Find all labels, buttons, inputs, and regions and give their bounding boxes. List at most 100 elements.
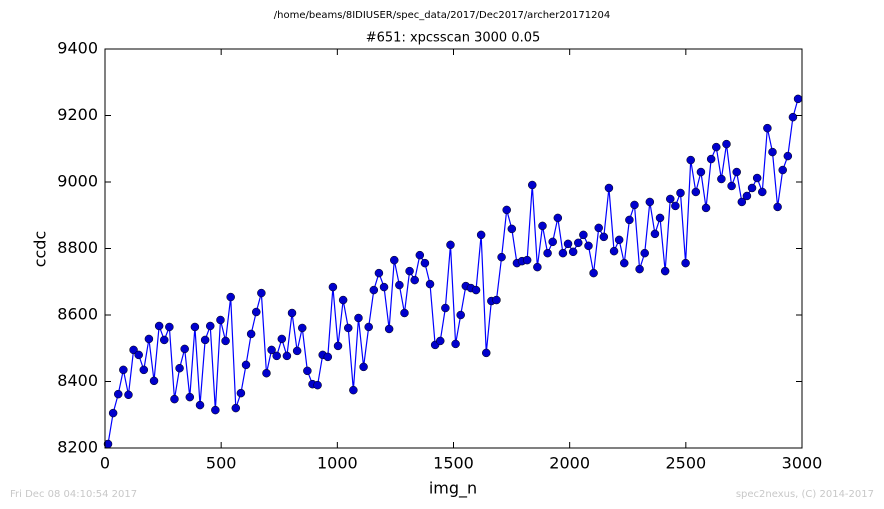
data-point — [579, 230, 588, 240]
data-point — [149, 376, 159, 386]
x-tick-label: 2000 — [549, 454, 590, 473]
footer-right: spec2nexus, (C) 2014-2017 — [736, 489, 874, 500]
data-point — [773, 202, 782, 212]
data-point — [420, 258, 430, 268]
data-point — [660, 266, 670, 276]
data-point — [267, 345, 276, 355]
data-point — [349, 385, 358, 395]
data-point — [497, 252, 506, 262]
x-tick-label: 500 — [206, 454, 237, 473]
data-point — [298, 323, 307, 333]
data-point — [410, 275, 419, 285]
data-point — [180, 344, 189, 354]
data-point — [425, 279, 435, 289]
data-point — [338, 295, 348, 305]
data-point — [635, 264, 644, 274]
data-point — [640, 248, 649, 258]
chart-title: #651: xpcsscan 3000 0.05 — [366, 31, 541, 46]
data-point — [113, 389, 123, 399]
data-point — [722, 139, 731, 149]
data-point — [257, 288, 266, 298]
data-point — [405, 266, 414, 276]
data-point — [211, 405, 220, 415]
x-axis-label: img_n — [429, 479, 477, 499]
data-point — [328, 282, 338, 292]
y-tick-label: 9000 — [57, 172, 98, 191]
data-point — [241, 360, 251, 370]
data-point — [390, 255, 399, 265]
data-point — [671, 201, 680, 211]
data-point — [574, 238, 583, 248]
data-point — [701, 203, 711, 213]
data-point — [456, 310, 465, 320]
data-point — [354, 313, 363, 323]
data-line — [107, 98, 799, 445]
data-point — [543, 248, 552, 258]
data-point — [262, 368, 271, 378]
data-point — [502, 205, 511, 215]
data-point — [379, 282, 389, 292]
data-point — [292, 346, 302, 356]
data-point — [134, 350, 143, 360]
data-point — [272, 351, 281, 361]
data-point — [154, 321, 164, 331]
data-point — [783, 151, 793, 161]
data-point — [528, 180, 537, 190]
data-point — [395, 280, 404, 290]
data-point — [676, 188, 685, 198]
data-point — [630, 200, 639, 210]
data-point — [374, 268, 384, 278]
y-tick-label: 9400 — [57, 39, 98, 58]
x-tick-label: 1500 — [433, 454, 474, 473]
data-point — [538, 221, 547, 231]
data-point — [221, 336, 230, 346]
data-point — [686, 155, 695, 165]
x-tick-label: 1000 — [317, 454, 358, 473]
data-point — [277, 334, 287, 344]
data-point — [451, 339, 460, 349]
data-point — [287, 308, 297, 318]
data-point — [323, 352, 333, 362]
data-point — [614, 235, 624, 245]
data-point — [246, 329, 256, 339]
data-point — [604, 183, 614, 193]
data-point — [190, 322, 200, 332]
x-tick-label: 3000 — [782, 454, 823, 473]
data-point — [681, 258, 690, 268]
data-point — [752, 173, 762, 183]
data-point — [333, 341, 343, 351]
data-point — [313, 380, 322, 390]
data-point — [589, 268, 598, 278]
data-point — [471, 285, 481, 295]
data-point — [359, 362, 368, 372]
data-point — [793, 94, 803, 104]
data-point — [717, 174, 726, 184]
data-point — [492, 295, 501, 305]
data-point — [441, 303, 450, 313]
data-point — [344, 323, 353, 333]
data-point — [558, 248, 568, 258]
data-point — [584, 241, 593, 251]
data-point — [758, 187, 767, 197]
data-point — [415, 250, 425, 260]
data-point — [216, 315, 225, 325]
data-point — [119, 365, 128, 375]
data-point — [236, 388, 246, 398]
data-point — [599, 232, 609, 242]
data-point — [507, 224, 517, 234]
y-axis-label: ccdc — [31, 231, 50, 268]
data-point — [522, 255, 532, 265]
data-point — [251, 307, 261, 317]
data-point — [553, 213, 563, 223]
data-point — [548, 237, 557, 247]
data-point — [747, 183, 757, 193]
data-point — [175, 363, 184, 373]
data-point — [691, 187, 701, 197]
data-point — [170, 394, 179, 404]
data-point — [655, 213, 665, 223]
data-point — [706, 154, 716, 164]
data-point — [696, 167, 706, 177]
suptitle: /home/beams/8IDIUSER/spec_data/2017/Dec2… — [274, 10, 610, 21]
data-point — [620, 258, 629, 268]
